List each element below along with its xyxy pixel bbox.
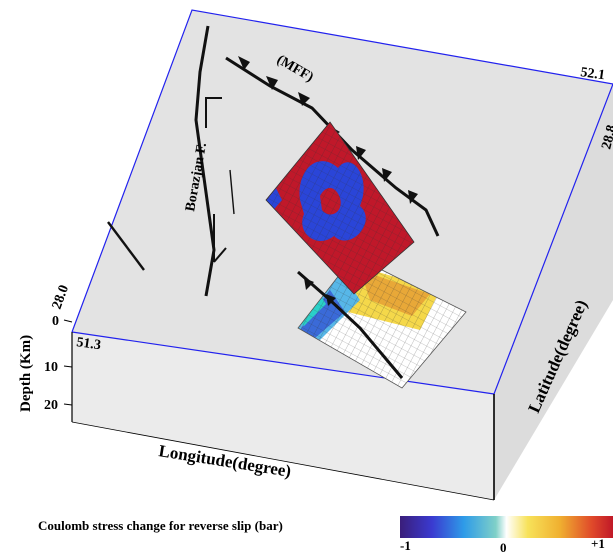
block-bottom-edge: [71, 421, 495, 501]
depth-axis-title: Depth (Km): [18, 335, 34, 412]
borazjan-fault-trace: [194, 25, 216, 297]
depth-tick-20-mark: [63, 403, 73, 406]
depth-tick-0: 0: [52, 314, 59, 329]
minor-fault-trace: [107, 221, 145, 271]
minor-fault-trace-2: [229, 169, 235, 215]
corner-label-front-lon: 51.3: [75, 335, 101, 353]
block-top-front-edge: [71, 331, 495, 395]
fault-plane-upper: [265, 121, 415, 295]
colorbar-tick-max: +1: [591, 536, 605, 551]
mff-fault-trace: [225, 56, 440, 237]
block-top-right-edge: [493, 83, 613, 395]
block-right-face: [494, 84, 613, 500]
block-top-edges: [71, 9, 613, 333]
depth-tick-0-mark: [63, 319, 73, 323]
colorbar-tick-min: -1: [400, 538, 411, 553]
corner-label-right-lat: 28.8: [599, 124, 613, 151]
colorbar-gradient: [400, 516, 613, 538]
frontal-thrust-teeth: [304, 278, 336, 306]
slip-arrow-down-head: [213, 247, 227, 263]
corner-label-left-lat: 28.0: [50, 283, 72, 311]
depth-tick-10: 10: [44, 360, 58, 375]
colorbar-title: Coulomb stress change for reverse slip (…: [38, 518, 283, 533]
corner-label-top-right: 52.1: [579, 65, 605, 83]
mff-thrust-teeth: [238, 56, 418, 204]
frontal-thrust-trace: [297, 270, 404, 379]
block-front-face: [72, 332, 494, 500]
depth-tick-10-mark: [63, 365, 73, 368]
colorbar-tick-mid: 0: [500, 540, 507, 554]
depth-tick-20: 20: [44, 398, 58, 413]
slip-arrow-up: [205, 97, 222, 128]
